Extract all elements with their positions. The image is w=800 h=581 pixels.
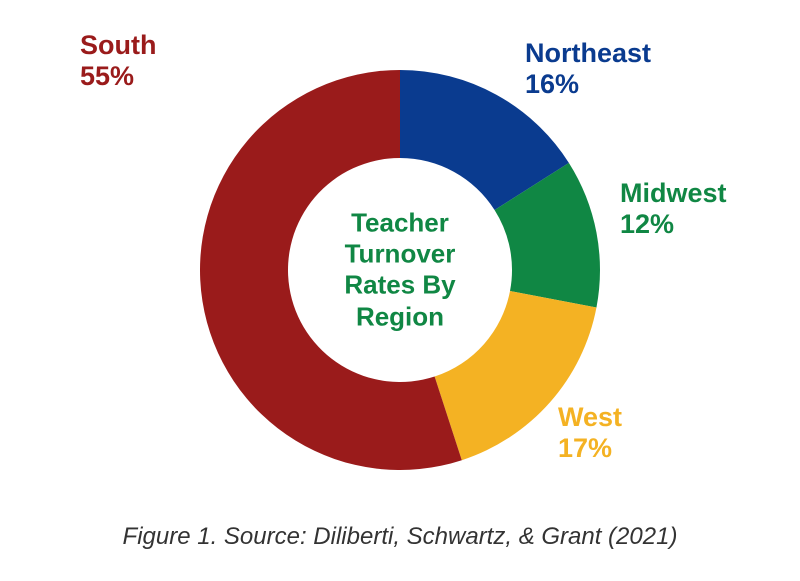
donut-chart: Teacher Turnover Rates By Region (200, 70, 600, 470)
label-percent: 17% (558, 433, 622, 464)
label-name: Midwest (620, 178, 727, 209)
label-percent: 12% (620, 209, 727, 240)
label-west: West17% (558, 402, 622, 464)
label-northeast: Northeast16% (525, 38, 651, 100)
label-name: West (558, 402, 622, 433)
chart-center-title: Teacher Turnover Rates By Region (310, 208, 490, 333)
label-midwest: Midwest12% (620, 178, 727, 240)
label-percent: 55% (80, 61, 156, 92)
label-name: South (80, 30, 156, 61)
label-percent: 16% (525, 69, 651, 100)
label-name: Northeast (525, 38, 651, 69)
chart-caption: Figure 1. Source: Diliberti, Schwartz, &… (0, 523, 800, 551)
label-south: South55% (80, 30, 156, 92)
